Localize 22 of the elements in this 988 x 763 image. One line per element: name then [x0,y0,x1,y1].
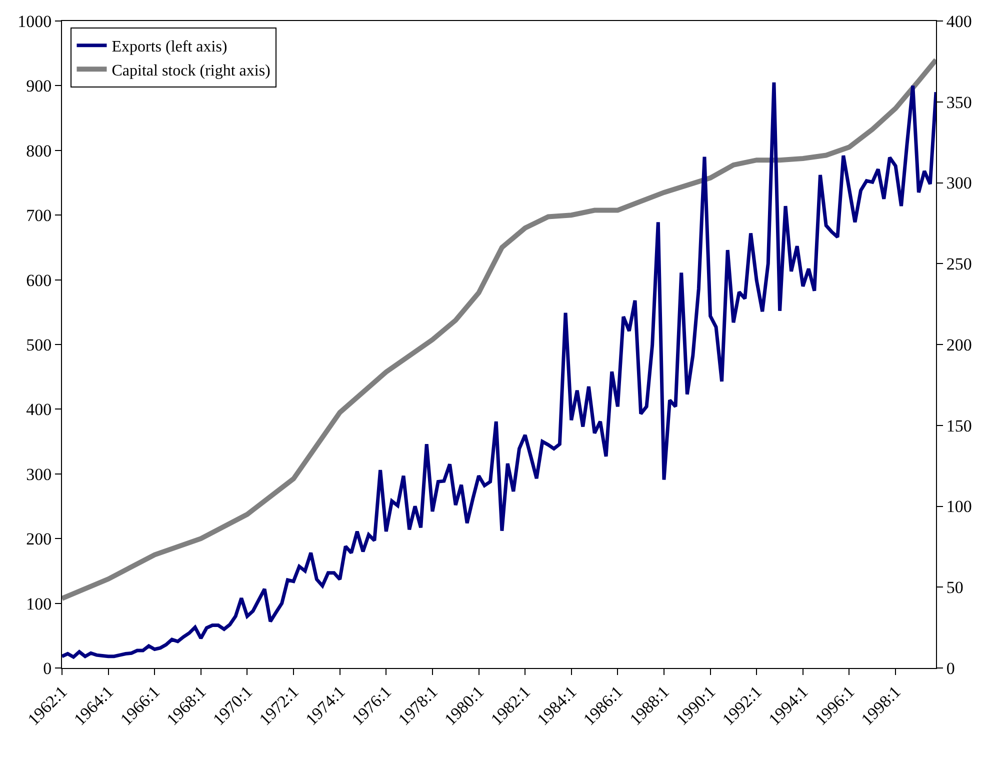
y-tick-label: 0 [43,658,52,678]
y-tick-label: 1000 [18,12,52,31]
y2-tick-label: 100 [946,497,972,516]
y-tick-label: 500 [26,335,52,354]
legend-label: Exports (left axis) [112,38,228,56]
y2-tick-label: 350 [946,92,972,112]
y2-tick-label: 150 [946,416,972,436]
y2-tick-label: 300 [946,174,972,193]
y-tick-label: 900 [26,76,52,96]
y-tick-label: 400 [26,400,52,420]
y2-tick-label: 50 [946,578,964,598]
y2-tick-label: 250 [946,254,972,274]
y2-tick-label: 200 [946,335,972,354]
y2-tick-label: 0 [946,658,955,678]
y-tick-label: 100 [26,594,52,614]
y-tick-label: 300 [26,464,52,484]
y-tick-label: 800 [26,141,52,160]
y-tick-label: 700 [26,206,52,226]
y2-tick-label: 400 [946,12,972,31]
y-tick-label: 600 [26,270,52,290]
legend-label: Capital stock (right axis) [112,62,270,80]
y-tick-label: 200 [26,530,52,549]
